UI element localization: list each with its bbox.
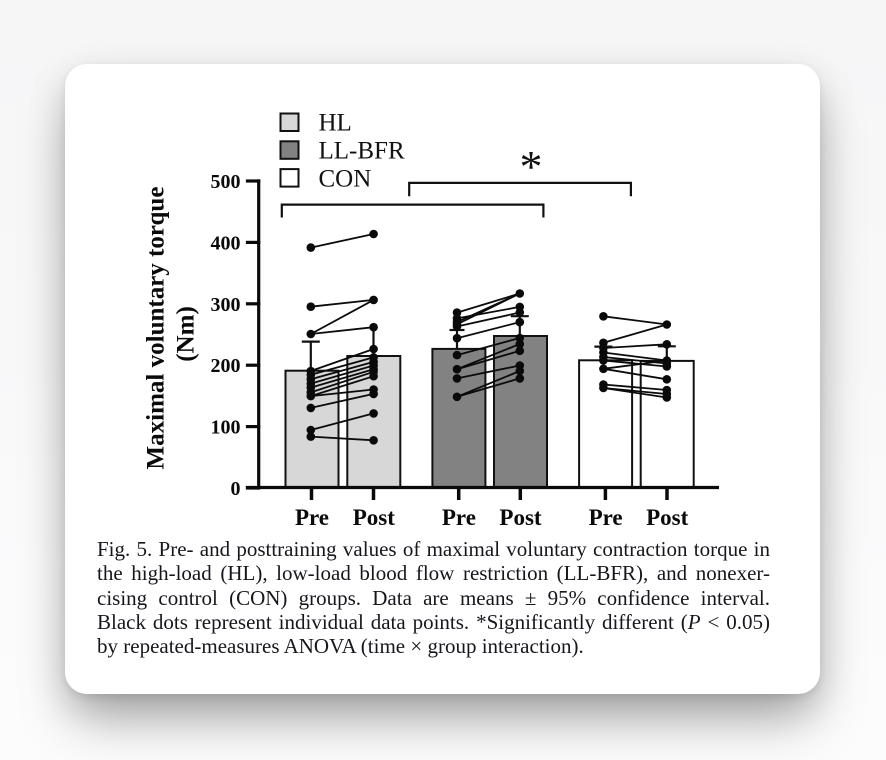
svg-text:(Nm): (Nm) [173, 306, 200, 362]
svg-text:200: 200 [211, 355, 241, 377]
svg-text:HL: HL [319, 110, 352, 137]
svg-text:Post: Post [353, 505, 396, 530]
svg-text:*: * [520, 141, 543, 192]
svg-text:Pre: Pre [589, 505, 623, 530]
svg-text:0: 0 [231, 478, 241, 500]
svg-text:300: 300 [211, 294, 241, 316]
svg-text:400: 400 [211, 232, 241, 254]
svg-text:LL-BFR: LL-BFR [319, 138, 405, 165]
svg-text:CON: CON [319, 166, 372, 193]
svg-text:500: 500 [211, 171, 241, 193]
svg-text:Maximal voluntary torque: Maximal voluntary torque [143, 187, 170, 470]
svg-text:Post: Post [646, 505, 689, 530]
svg-text:Pre: Pre [295, 505, 329, 530]
svg-text:100: 100 [211, 417, 241, 439]
svg-text:Post: Post [499, 505, 542, 530]
svg-text:Pre: Pre [442, 505, 476, 530]
